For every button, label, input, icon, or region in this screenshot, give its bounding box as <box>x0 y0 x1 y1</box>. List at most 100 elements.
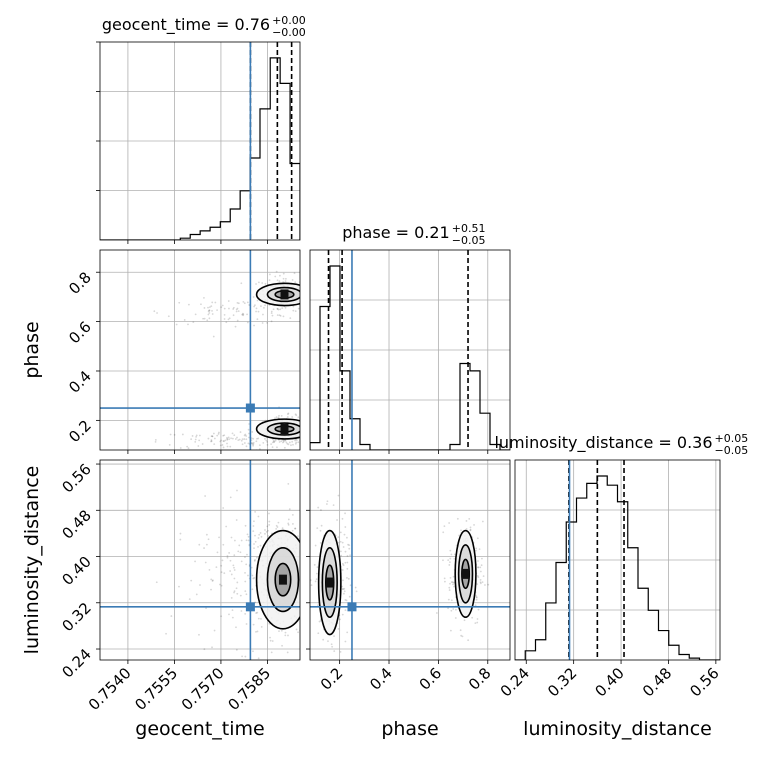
sample-point <box>226 438 229 441</box>
sample-point <box>465 528 468 530</box>
sample-point <box>284 634 287 637</box>
sample-point <box>294 527 297 530</box>
sample-point <box>191 435 194 437</box>
sample-point <box>211 313 214 315</box>
sample-point <box>204 495 207 497</box>
sample-point <box>346 567 349 570</box>
sample-point <box>449 582 451 585</box>
sample-point <box>223 434 226 437</box>
sample-point <box>226 442 228 445</box>
hist-bin <box>210 227 220 240</box>
sample-point <box>266 525 269 528</box>
sample-point <box>213 443 216 446</box>
sample-point <box>303 419 305 421</box>
sample-point <box>343 590 346 593</box>
sample-point <box>268 520 271 523</box>
sample-point <box>264 529 266 531</box>
sample-point <box>294 310 297 313</box>
sample-point <box>305 303 307 305</box>
sample-point <box>246 553 248 556</box>
sample-point <box>281 527 284 530</box>
sample-point <box>216 309 218 312</box>
hist-luminosity_distance-frame <box>514 459 721 661</box>
sample-point <box>302 299 304 301</box>
sample-point <box>255 440 258 443</box>
sample-point <box>448 564 451 566</box>
sample-point <box>235 587 238 590</box>
sample-point <box>237 302 240 305</box>
sample-point <box>447 598 450 601</box>
hist-bin <box>360 444 370 450</box>
sample-point <box>479 570 482 573</box>
sample-point <box>233 434 236 437</box>
sample-point <box>270 312 273 315</box>
sample-point <box>205 533 208 536</box>
sample-point <box>228 317 231 320</box>
sample-point <box>474 622 477 625</box>
x-axis-label-luminosity_distance: luminosity_distance <box>523 718 712 740</box>
sample-point <box>225 525 228 528</box>
hist-bin <box>250 158 260 240</box>
sample-point <box>207 310 210 313</box>
sample-point <box>247 428 250 431</box>
sample-point <box>343 587 346 590</box>
sample-point <box>187 447 190 450</box>
sample-point <box>317 604 319 607</box>
sample-point <box>287 522 290 525</box>
sample-point <box>213 437 216 440</box>
sample-point <box>304 430 306 432</box>
sample-point <box>245 445 248 448</box>
sample-point <box>287 412 290 415</box>
sample-point <box>301 536 303 538</box>
sample-point <box>204 561 207 564</box>
sample-point <box>190 579 193 582</box>
sample-point <box>195 436 197 438</box>
sample-point <box>229 570 232 572</box>
scatter-group <box>100 250 307 450</box>
hist-title-phase: phase = 0.21 <box>342 223 449 242</box>
sample-point <box>314 580 317 583</box>
2d-panel-phase-vs-geocent_time <box>96 249 307 454</box>
sample-point <box>317 632 320 635</box>
sample-point <box>275 527 278 530</box>
sample-point <box>244 580 247 583</box>
sample-point <box>295 414 298 417</box>
sample-point <box>477 560 479 562</box>
y-tick-label: 0.6 <box>65 318 95 348</box>
sample-point <box>247 535 250 538</box>
sample-point <box>234 438 237 440</box>
sample-point <box>453 585 455 588</box>
sample-point <box>340 554 343 557</box>
sample-point <box>253 520 255 523</box>
sample-point <box>198 633 200 636</box>
sample-point <box>476 583 479 586</box>
sample-point <box>233 590 236 593</box>
sample-point <box>226 436 228 439</box>
sample-point <box>250 437 253 440</box>
hist-bars <box>515 460 720 660</box>
sample-point <box>257 310 260 313</box>
sample-point <box>206 319 209 322</box>
x-tick-label: 0.24 <box>497 664 533 700</box>
sample-point <box>228 552 231 554</box>
sample-point <box>252 530 255 533</box>
sample-point <box>190 438 193 441</box>
x-tick-label: 0.48 <box>639 664 675 700</box>
sample-point <box>248 436 250 439</box>
sample-point <box>305 293 307 295</box>
sample-point <box>202 317 204 320</box>
sample-point <box>220 615 223 618</box>
sample-point <box>308 623 310 625</box>
sample-point <box>257 657 260 660</box>
sample-point <box>259 532 262 534</box>
sample-point <box>210 439 213 441</box>
hist-title-geocent_time: geocent_time = 0.76 <box>102 15 270 35</box>
sample-point <box>243 302 246 305</box>
sample-point <box>282 272 285 275</box>
sample-point <box>479 582 482 585</box>
sample-point <box>303 603 305 605</box>
hist-bin <box>260 109 270 240</box>
hist-bin <box>577 498 587 660</box>
